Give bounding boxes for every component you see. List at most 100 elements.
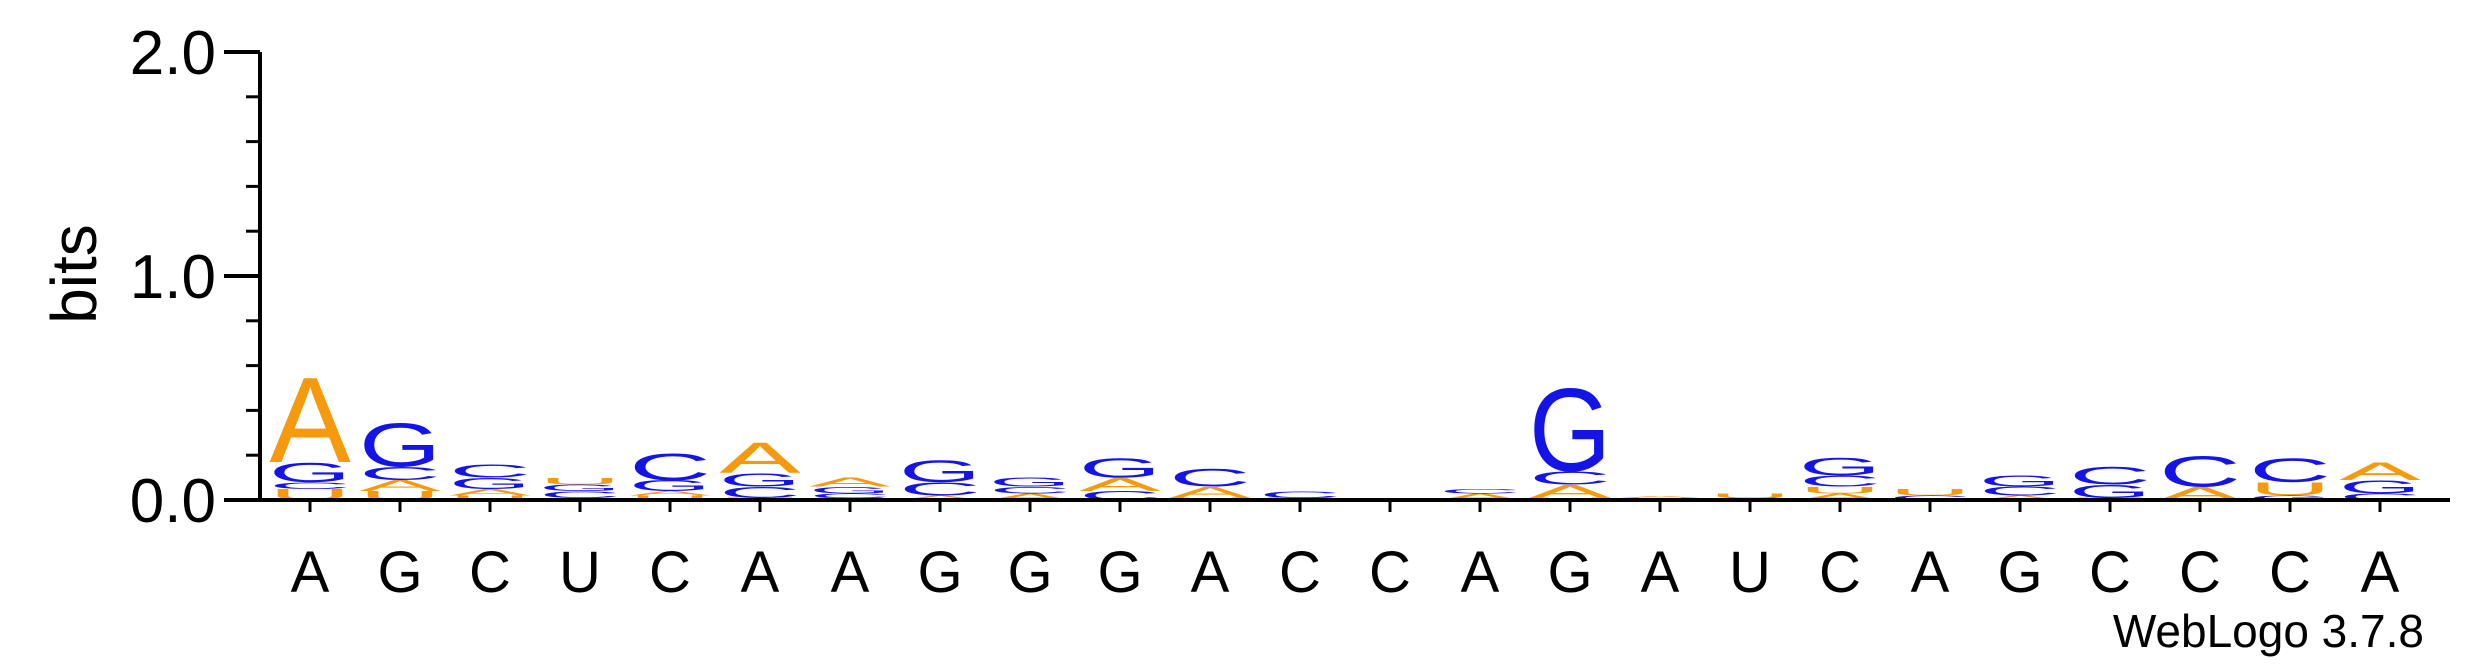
logo-letter-C: C xyxy=(449,461,531,482)
letter-stack: CGA xyxy=(2339,457,2421,502)
x-tick-label: A xyxy=(291,540,330,605)
logo-letter-G: G xyxy=(539,483,621,494)
logo-letter-C: C xyxy=(1889,494,1971,501)
logo-letter-C: C xyxy=(2159,447,2241,496)
logo-letter-C: C xyxy=(539,489,621,499)
letter-stack: CAG xyxy=(1079,452,1161,502)
letter-stack: CU xyxy=(1889,487,1971,501)
x-tick-label: C xyxy=(2179,540,2221,605)
logo-letter-U: U xyxy=(629,494,711,501)
logo-letter-U: U xyxy=(1799,485,1881,495)
logo-letter-C: C xyxy=(1169,464,1251,492)
logo-letter-C: C xyxy=(629,446,711,488)
x-tick-label: C xyxy=(1369,540,1411,605)
logo-letter-A: A xyxy=(990,492,1072,502)
x-tick-label: A xyxy=(2361,540,2400,605)
x-tick-label: C xyxy=(649,540,691,605)
y-axis-label: bits xyxy=(38,224,110,324)
logo-letter-C: C xyxy=(359,463,441,484)
logo-letter-G: G xyxy=(1799,453,1881,481)
logo-letter-A: A xyxy=(2339,457,2421,485)
letter-stack: UGC xyxy=(2069,462,2151,502)
x-tick-label: A xyxy=(1911,540,1950,605)
logo-letter-G: G xyxy=(719,470,801,491)
x-tick-label: G xyxy=(917,540,962,605)
logo-letter-A: A xyxy=(809,475,891,489)
logo-letter-A: A xyxy=(1529,481,1611,502)
logo-letter-A: A xyxy=(1440,492,1522,502)
letter-stack: AC xyxy=(1439,488,1521,502)
logo-letter-U: U xyxy=(539,476,621,486)
logo-letter-G: G xyxy=(269,457,351,488)
logo-letter-G: G xyxy=(1079,452,1161,483)
x-tick-label: C xyxy=(469,540,511,605)
x-tick-label: A xyxy=(1641,540,1680,605)
logo-letter-G: G xyxy=(809,485,891,496)
x-tick-label: G xyxy=(1007,540,1052,605)
y-tick-label: 1.0 xyxy=(130,243,216,312)
logo-letter-C: C xyxy=(719,484,801,501)
logo-letter-U: U xyxy=(1709,492,1791,499)
logo-letter-A: A xyxy=(450,487,532,497)
logo-letter-C: C xyxy=(989,485,1071,495)
logo-letter-G: G xyxy=(359,411,441,480)
x-tick-label: C xyxy=(1819,540,1861,605)
x-tick-label: C xyxy=(2269,540,2311,605)
y-tick-labels: 0.0 1.0 2.0 xyxy=(130,19,216,536)
logo-letter-G: G xyxy=(2069,481,2151,502)
x-tick-label: A xyxy=(741,540,780,605)
weblogo-version-footer: WebLogo 3.7.8 xyxy=(2113,605,2424,657)
axes xyxy=(224,50,2450,512)
x-tick-label: G xyxy=(1997,540,2042,605)
logo-letter-C: C xyxy=(1259,489,1341,499)
logo-letter-C: C xyxy=(269,480,351,490)
logo-letter-A: A xyxy=(1800,492,1882,502)
letter-stack: ACG xyxy=(899,454,981,501)
letter-stack: ACG xyxy=(1979,472,2061,501)
logo-letter-A: A xyxy=(1169,484,1251,501)
logo-letter-G: G xyxy=(989,475,1071,489)
logo-letter-U: U xyxy=(2249,479,2331,500)
x-tick-label: U xyxy=(559,540,601,605)
y-tick-label: 0.0 xyxy=(130,467,216,536)
logo-letter-C: C xyxy=(809,492,891,499)
logo-letter-C: C xyxy=(2249,451,2331,490)
logo-letter-A: A xyxy=(900,494,981,501)
logo-letter-A: A xyxy=(1980,494,2061,501)
letter-stack: ACG xyxy=(989,475,1071,502)
logo-letter-A: A xyxy=(1620,495,1701,498)
letter-stack: AC xyxy=(2159,447,2241,504)
x-tick-label: A xyxy=(1461,540,1500,605)
logo-letter-A: A xyxy=(719,434,800,483)
y-tick-label: 2.0 xyxy=(130,19,216,88)
logo-letter-G: G xyxy=(2249,494,2331,501)
letter-stack: UAC xyxy=(1169,464,1251,501)
logo-letter-C: C xyxy=(899,479,981,500)
letter-stack: GUC xyxy=(2249,451,2331,501)
x-tick-label: U xyxy=(1729,540,1771,605)
x-tick-label: G xyxy=(1097,540,1142,605)
logo-letter-G: G xyxy=(2339,476,2421,497)
logo-letter-G: G xyxy=(1529,363,1611,496)
x-tick-label: G xyxy=(377,540,422,605)
logo-letter-G: G xyxy=(899,454,981,489)
logo-letter-G: G xyxy=(629,477,711,494)
logo-letter-U: U xyxy=(1889,487,1971,497)
logo-letter-A: A xyxy=(359,477,441,494)
x-tick-label: C xyxy=(1279,540,1321,605)
logo-letter-A: A xyxy=(630,490,711,497)
logo-letter-G: G xyxy=(449,475,531,492)
logo-letter-A: A xyxy=(1079,474,1161,495)
